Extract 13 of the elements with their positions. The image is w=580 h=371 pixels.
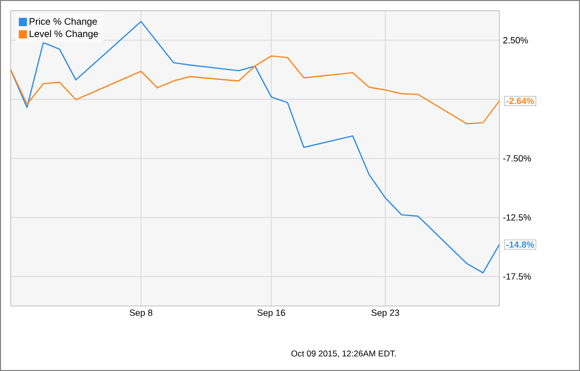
text: Oct 09 2015, 12:26AM EDT. [291,350,396,358]
y-tick-label: 2.50% [503,37,528,44]
legend-label: Price % Change [30,18,97,27]
x-tick-label: Sep 16 [257,310,286,318]
y-tick-label: -17.5% [503,273,531,280]
y-tick-label: -12.5% [503,214,531,221]
legend-label: Level % Change [30,30,98,39]
y-tick-label: -7.50% [503,155,531,162]
data-label: -2.64% [506,98,534,104]
line-series [10,55,500,124]
data-label: -14.8% [506,241,534,248]
x-tick-label: Sep 23 [371,310,400,318]
x-tick-label: Sep 8 [130,310,152,318]
